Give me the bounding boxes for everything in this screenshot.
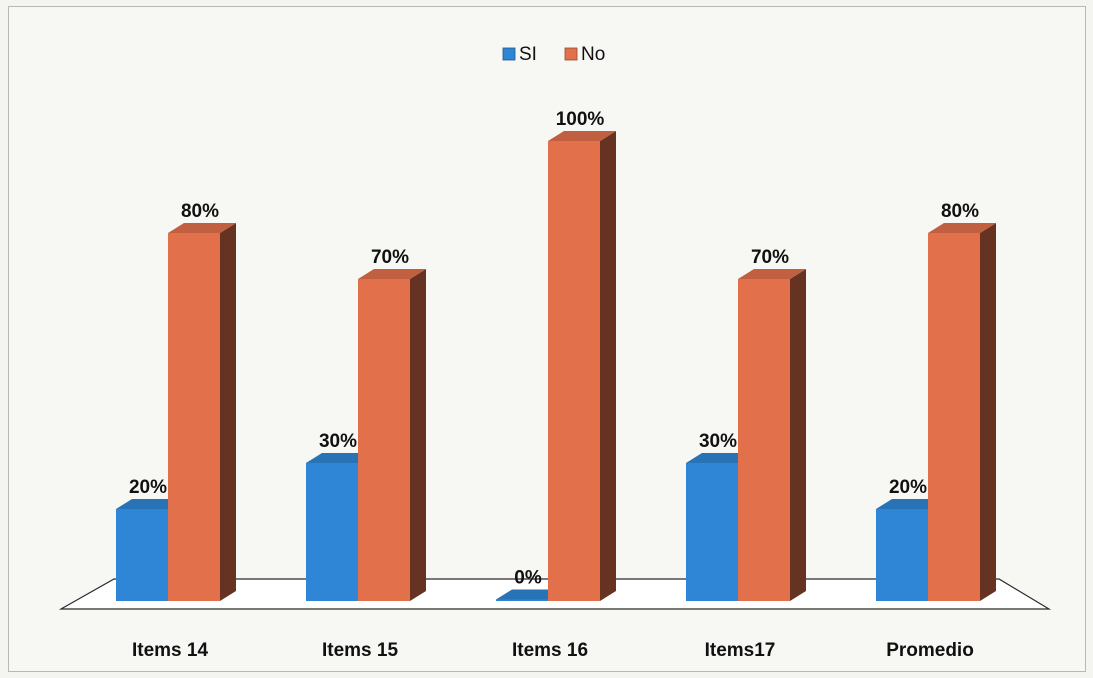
bar-no-items-14-front — [168, 233, 220, 601]
legend-label-si: SI — [519, 44, 537, 65]
data-label-si-items-15: 30% — [319, 431, 357, 452]
x-tick-label-items17: Items17 — [705, 640, 776, 661]
bar-no-items-14-top — [168, 223, 236, 233]
bars — [116, 131, 996, 601]
bar-si-items-16-top — [496, 589, 564, 600]
bar-no-items17-side — [790, 269, 806, 601]
chart-frame: SI No 20% 80% 30% 70% 0% 100% 30% 70% 20% 80% Item… — [8, 6, 1086, 672]
bar-chart: SI No 20% 80% 30% 70% 0% 100% 30% 70% 20% 80% Item… — [58, 44, 1052, 661]
x-tick-label-items-14: Items 14 — [132, 640, 208, 661]
bar-no-promedio-side — [980, 223, 996, 601]
legend-swatch-si — [502, 47, 516, 61]
bar-no-items17 — [738, 269, 806, 601]
bar-no-items17-top — [738, 269, 806, 279]
x-tick-label-promedio: Promedio — [886, 640, 974, 661]
bar-no-items-15-front — [358, 279, 410, 601]
data-label-no-items-14: 80% — [181, 201, 219, 222]
x-tick-label-items-16: Items 16 — [512, 640, 588, 661]
bar-si-items-14-front — [116, 509, 168, 601]
bar-no-items-16 — [548, 131, 616, 601]
data-label-no-items-16: 100% — [556, 109, 605, 130]
bar-si-items17-top — [686, 453, 754, 463]
x-axis-labels: Items 14 Items 15 Items 16 Items17 Promedio — [132, 640, 974, 661]
bar-si-items17-front — [686, 463, 738, 601]
bar-no-items-16-side — [600, 131, 616, 601]
legend-swatch-no — [564, 47, 578, 61]
bar-no-items-15-top — [358, 269, 426, 279]
bar-no-promedio-front — [928, 233, 980, 601]
bar-no-items-15-side — [410, 269, 426, 601]
bar-no-promedio — [928, 223, 996, 601]
bar-no-items-16-top — [548, 131, 616, 141]
bar-si-items-15-top — [306, 453, 374, 463]
data-label-no-items17: 70% — [751, 247, 789, 268]
legend-label-no: No — [581, 44, 605, 65]
x-tick-label-items-15: Items 15 — [322, 640, 398, 661]
data-labels: 20% 80% 30% 70% 0% 100% 30% 70% 20% 80% — [129, 109, 979, 589]
bar-si-items-15-front — [306, 463, 358, 601]
bar-no-promedio-top — [928, 223, 996, 233]
data-label-si-items-14: 20% — [129, 477, 167, 498]
data-label-si-items-16: 0% — [514, 568, 542, 589]
bar-no-items-15 — [358, 269, 426, 601]
bar-no-items-14-side — [220, 223, 236, 601]
legend: SI No — [502, 44, 605, 65]
data-label-no-promedio: 80% — [941, 201, 979, 222]
bar-si-promedio-front — [876, 509, 928, 601]
data-label-no-items-15: 70% — [371, 247, 409, 268]
data-label-si-promedio: 20% — [889, 477, 927, 498]
bar-no-items-14 — [168, 223, 236, 601]
bar-si-items-16-front — [496, 599, 548, 601]
bar-no-items-16-front — [548, 141, 600, 601]
data-label-si-items17: 30% — [699, 431, 737, 452]
bar-no-items17-front — [738, 279, 790, 601]
bar-si-promedio-top — [876, 499, 944, 509]
bar-si-items-14-top — [116, 499, 184, 509]
